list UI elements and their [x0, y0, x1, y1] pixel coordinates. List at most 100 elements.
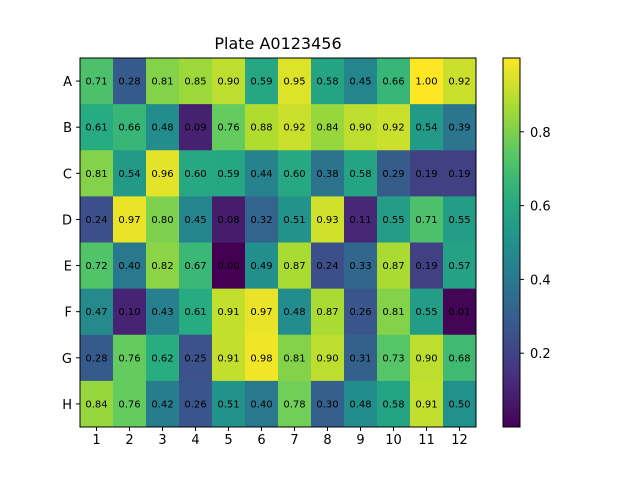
cell-value-label: 0.57: [448, 261, 470, 272]
heatmap-cell: [311, 242, 345, 290]
y-tick-label: E: [64, 260, 72, 275]
heatmap-cell: [146, 58, 180, 105]
heatmap-cell: [443, 242, 477, 290]
heatmap-cell: [179, 288, 213, 336]
y-tick-label: F: [65, 306, 72, 321]
heatmap-cell: [80, 334, 114, 382]
cell-value-label: 0.92: [382, 123, 404, 134]
heatmap-cell: [311, 334, 345, 382]
heatmap-cell: [245, 380, 279, 428]
x-tick-label: 6: [257, 433, 265, 448]
cell-value-label: 0.92: [448, 77, 470, 88]
colorbar-tick-label: 0.4: [530, 273, 551, 288]
cell-value-label: 0.73: [382, 353, 404, 364]
cell-value-label: 0.59: [250, 77, 272, 88]
cell-value-label: 0.40: [250, 399, 272, 410]
heatmap-cell: [311, 58, 345, 105]
cell-value-label: 0.26: [184, 399, 206, 410]
cell-value-label: 0.87: [382, 261, 404, 272]
x-tick-label: 8: [323, 433, 331, 448]
cell-value-label: 0.29: [382, 169, 404, 180]
cell-value-label: 0.81: [382, 307, 404, 318]
heatmap-cell: [278, 242, 312, 290]
cell-value-label: 0.54: [415, 123, 437, 134]
cell-value-label: 0.58: [382, 399, 404, 410]
cell-value-label: 0.33: [349, 261, 371, 272]
heatmap-cell: [410, 334, 444, 382]
cell-value-label: 0.90: [217, 77, 239, 88]
heatmap-cell: [311, 288, 345, 336]
heatmap-cell: [245, 334, 279, 382]
heatmap-cell: [113, 150, 147, 197]
cell-value-label: 0.48: [151, 123, 173, 134]
cell-value-label: 0.81: [283, 353, 305, 364]
cell-value-label: 0.96: [151, 169, 173, 180]
heatmap-cell: [245, 58, 279, 105]
y-tick-label: D: [62, 213, 72, 228]
cell-value-label: 0.28: [118, 77, 140, 88]
heatmap-cell: [377, 150, 411, 197]
heatmap-cell: [146, 242, 180, 290]
cell-value-label: 0.82: [151, 261, 173, 272]
colorbar-gradient: [502, 57, 521, 428]
cell-value-label: 0.08: [217, 215, 239, 226]
heatmap-cell: [377, 242, 411, 290]
heatmap-cell: [344, 104, 378, 151]
heatmap-cell: [311, 380, 345, 428]
heatmap-cell: [80, 196, 114, 243]
y-tick-label: C: [63, 167, 72, 182]
heatmap-cell: [146, 334, 180, 382]
cell-value-label: 0.24: [316, 261, 338, 272]
heatmap-cell: [146, 288, 180, 336]
x-axis: 1 2 3 4 5 6 7 8 9 10 11 12: [92, 427, 468, 448]
heatmap-cell: [245, 104, 279, 151]
cell-value-label: 0.71: [415, 215, 437, 226]
cell-value-label: 0.91: [217, 353, 239, 364]
heatmap-cell: [146, 104, 180, 151]
cell-value-label: 0.98: [250, 353, 272, 364]
heatmap-cell: [410, 242, 444, 290]
heatmap-cell: [410, 150, 444, 197]
x-tick-label: 11: [418, 433, 435, 448]
heatmap-cell: [146, 380, 180, 428]
cell-value-label: 0.87: [283, 261, 305, 272]
cell-value-label: 0.78: [283, 399, 305, 410]
heatmap-cell: [179, 104, 213, 151]
heatmap-cell: [377, 288, 411, 336]
heatmap-cell: [311, 150, 345, 197]
y-tick-label: A: [63, 75, 72, 90]
colorbar-tick-label: 0.2: [530, 347, 551, 362]
heatmap-cell: [278, 104, 312, 151]
heatmap-cell: [212, 380, 246, 428]
cell-value-label: 0.90: [316, 353, 338, 364]
cell-value-label: 0.62: [151, 353, 173, 364]
heatmap-cell: [278, 196, 312, 243]
heatmap-cell: [344, 288, 378, 336]
x-tick-label: 5: [224, 433, 232, 448]
cell-value-label: 1.00: [415, 77, 437, 88]
colorbar-tick-label: 0.6: [530, 200, 551, 215]
heatmap-cell: [410, 380, 444, 428]
cell-value-label: 0.00: [217, 261, 239, 272]
heatmap-cell: [80, 150, 114, 197]
chart-title: Plate A0123456: [214, 34, 341, 53]
cell-value-label: 0.45: [349, 77, 371, 88]
heatmap-cell: [113, 104, 147, 151]
heatmap-cell: [146, 196, 180, 243]
cell-value-label: 0.50: [448, 399, 470, 410]
cell-value-label: 0.44: [250, 169, 272, 180]
heatmap-cell: [344, 58, 378, 105]
heatmap-cell: [179, 380, 213, 428]
heatmap-cell: [80, 380, 114, 428]
cell-value-label: 0.45: [184, 215, 206, 226]
heatmap-cell: [443, 288, 477, 336]
heatmap-cell: [113, 242, 147, 290]
heatmap-cell: [80, 104, 114, 151]
cell-value-label: 0.81: [85, 169, 107, 180]
cell-value-label: 0.91: [415, 399, 437, 410]
heatmap-cell: [377, 380, 411, 428]
y-tick-label: G: [62, 352, 72, 367]
colorbar-tick-label: 0.8: [530, 126, 551, 141]
cell-value-label: 0.43: [151, 307, 173, 318]
heatmap-cell: [146, 150, 180, 197]
